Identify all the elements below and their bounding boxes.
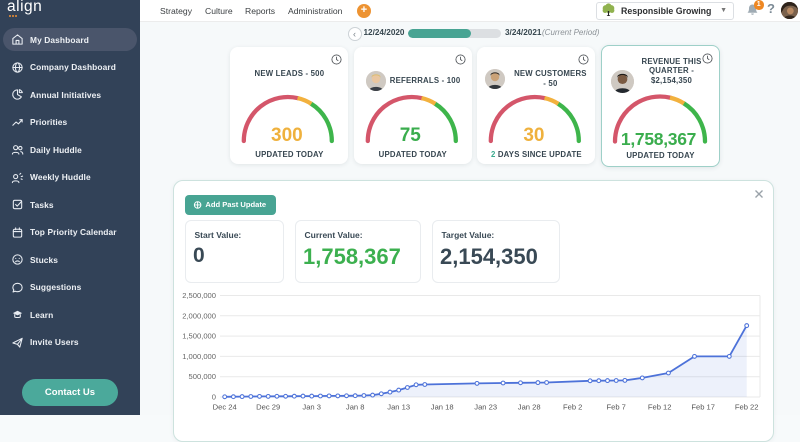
svg-text:1,000,000: 1,000,000 xyxy=(182,352,216,361)
svg-text:Dec 24: Dec 24 xyxy=(212,403,236,412)
svg-text:Jan 18: Jan 18 xyxy=(430,403,453,412)
svg-text:Jan 3: Jan 3 xyxy=(302,403,321,412)
svg-text:Jan 13: Jan 13 xyxy=(387,403,410,412)
svg-text:2,500,000: 2,500,000 xyxy=(182,291,216,300)
svg-text:Feb 22: Feb 22 xyxy=(734,403,758,412)
svg-text:Feb 2: Feb 2 xyxy=(562,403,581,412)
svg-text:500,000: 500,000 xyxy=(188,372,215,381)
svg-text:Jan 23: Jan 23 xyxy=(474,403,497,412)
svg-text:1,500,000: 1,500,000 xyxy=(182,332,216,341)
svg-text:Jan 28: Jan 28 xyxy=(517,403,540,412)
svg-text:Dec 29: Dec 29 xyxy=(256,403,280,412)
svg-text:Jan 8: Jan 8 xyxy=(345,403,364,412)
svg-text:Feb 12: Feb 12 xyxy=(647,403,671,412)
svg-text:2,000,000: 2,000,000 xyxy=(182,311,216,320)
svg-text:Feb 17: Feb 17 xyxy=(691,403,715,412)
svg-text:Feb 7: Feb 7 xyxy=(606,403,625,412)
svg-text:0: 0 xyxy=(211,393,215,402)
